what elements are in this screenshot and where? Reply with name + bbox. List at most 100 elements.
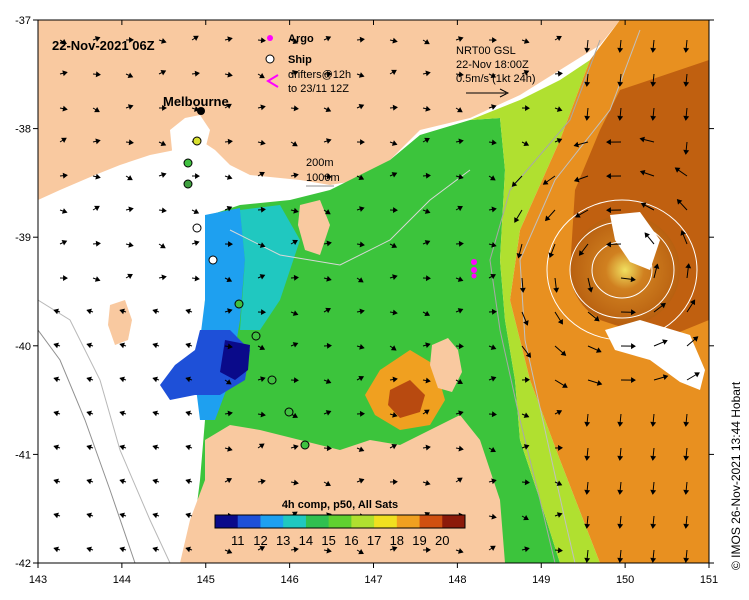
current-vector bbox=[422, 137, 430, 144]
current-vector bbox=[158, 70, 167, 76]
depth-legend-200m: 200m bbox=[306, 157, 334, 169]
current-vector bbox=[158, 243, 166, 249]
current-vector bbox=[521, 38, 530, 44]
current-vector bbox=[488, 37, 497, 43]
current-vector bbox=[650, 481, 657, 495]
current-vector bbox=[356, 446, 365, 452]
current-vector bbox=[554, 512, 563, 518]
current-vector bbox=[257, 344, 266, 351]
current-vector bbox=[455, 477, 463, 483]
current-vector bbox=[224, 276, 233, 283]
current-vector bbox=[86, 546, 94, 553]
current-vector bbox=[119, 444, 127, 451]
colorbar-tick-label: 15 bbox=[321, 533, 335, 548]
lat-tick-label: -42 bbox=[15, 558, 31, 570]
isobath-east bbox=[489, 39, 601, 563]
lon-tick-label: 148 bbox=[448, 574, 466, 586]
current-vector bbox=[587, 345, 602, 353]
lon-tick-label: 144 bbox=[113, 574, 131, 586]
current-vector bbox=[356, 478, 365, 484]
current-vector bbox=[554, 547, 563, 554]
current-vector bbox=[683, 549, 690, 563]
current-vector bbox=[53, 512, 61, 519]
current-vector bbox=[554, 106, 563, 112]
current-vector bbox=[683, 141, 690, 155]
current-vector bbox=[519, 277, 526, 293]
current-vector bbox=[323, 106, 332, 112]
current-vector bbox=[488, 241, 497, 248]
current-vector bbox=[257, 37, 266, 44]
current-vector bbox=[455, 378, 463, 385]
current-vector bbox=[676, 199, 688, 211]
current-vector bbox=[191, 70, 200, 77]
current-vector bbox=[356, 139, 365, 145]
current-vector bbox=[653, 374, 669, 381]
current-vector bbox=[53, 478, 61, 485]
current-vector bbox=[125, 72, 134, 78]
current-vector bbox=[554, 444, 563, 451]
current-vector bbox=[422, 275, 431, 282]
eddy-streamline bbox=[569, 221, 675, 319]
current-vector bbox=[389, 478, 398, 485]
colorbar-swatch bbox=[351, 515, 375, 528]
melbourne-marker bbox=[197, 107, 205, 115]
current-vector bbox=[119, 478, 127, 485]
current-vector bbox=[185, 444, 193, 451]
current-vector bbox=[92, 240, 101, 247]
current-vector bbox=[185, 376, 193, 383]
current-vector bbox=[521, 515, 529, 521]
colorbar-tick-label: 14 bbox=[299, 533, 313, 548]
current-vector bbox=[545, 209, 556, 222]
current-vector bbox=[323, 307, 331, 314]
current-vector bbox=[548, 243, 556, 258]
colorbar-swatch bbox=[305, 515, 330, 528]
current-vector bbox=[59, 70, 68, 77]
current-vector bbox=[455, 308, 464, 314]
current-vector bbox=[125, 273, 133, 280]
current-vector bbox=[685, 263, 692, 279]
current-vector bbox=[290, 274, 299, 281]
current-vector bbox=[323, 378, 332, 384]
current-vector bbox=[257, 411, 266, 418]
sst-warm-core bbox=[388, 380, 425, 418]
colorbar-swatch bbox=[283, 515, 307, 528]
current-vector bbox=[584, 549, 591, 563]
current-vector bbox=[686, 372, 700, 381]
current-vector bbox=[356, 36, 365, 43]
current-vector bbox=[422, 208, 431, 214]
current-vector bbox=[356, 174, 365, 181]
colorbar-swatch bbox=[215, 515, 239, 528]
current-vector bbox=[86, 410, 94, 417]
current-vector bbox=[521, 345, 532, 358]
current-vector bbox=[323, 410, 332, 416]
current-vector bbox=[86, 512, 94, 519]
current-vector bbox=[152, 478, 160, 485]
current-vector bbox=[92, 276, 101, 282]
current-vector bbox=[158, 274, 167, 281]
current-vector bbox=[191, 35, 199, 41]
current-vector bbox=[455, 343, 464, 350]
current-vector bbox=[185, 512, 193, 519]
current-vector bbox=[650, 39, 657, 53]
current-vector bbox=[455, 548, 464, 554]
current-vector bbox=[257, 73, 265, 79]
current-vector bbox=[323, 275, 332, 282]
current-vector bbox=[455, 107, 463, 113]
current-vector bbox=[290, 207, 299, 214]
colorbar-swatch bbox=[237, 515, 261, 528]
current-vector bbox=[422, 342, 431, 349]
current-vector bbox=[125, 36, 134, 43]
colorbar-swatch bbox=[396, 515, 421, 528]
current-vector bbox=[389, 207, 398, 214]
current-vector bbox=[617, 481, 624, 495]
ship-marker bbox=[300, 440, 310, 450]
colorbar: 4h comp, p50, All Sats 11 12 13 14 15 16 17 18 1… bbox=[214, 499, 466, 548]
colorbar-swatch bbox=[374, 515, 398, 528]
current-vector bbox=[488, 446, 496, 453]
current-vector bbox=[125, 104, 134, 110]
current-vector bbox=[653, 263, 660, 279]
current-vector bbox=[686, 299, 696, 313]
current-vector bbox=[158, 105, 167, 111]
current-vector bbox=[224, 174, 233, 180]
flinders-island bbox=[430, 338, 462, 392]
